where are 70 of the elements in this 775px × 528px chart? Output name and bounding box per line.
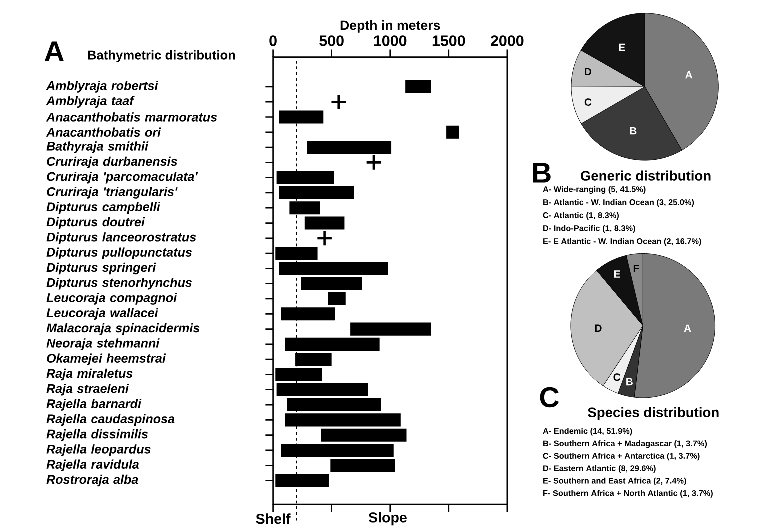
text: C <box>540 388 560 408</box>
slice-label: D <box>595 325 602 332</box>
bar <box>350 323 432 336</box>
slice-label: F <box>634 265 640 272</box>
y-tick-label: Anacanthobatis marmoratus <box>46 112 218 122</box>
slice-label: A <box>686 72 693 79</box>
y-tick-label: Rostroraja alba <box>46 475 138 487</box>
text: E- Southern and East Africa (2, 7.4%) <box>544 478 686 486</box>
text: D- Eastern Atlantic (8, 29.6%) <box>544 466 656 474</box>
x-tick-label: 1500 <box>432 36 466 47</box>
text: A- Endemic (14, 51.9%) <box>543 428 632 436</box>
text: Slope <box>368 512 407 526</box>
y-tick-label: Raja miraletus <box>46 369 133 381</box>
y-tick-label: Rajella leopardus <box>46 444 151 457</box>
y-tick-label: Raja straeleni <box>46 384 130 396</box>
bar <box>406 80 432 94</box>
text: D- Indo-Pacific (1, 8.3%) <box>544 226 636 234</box>
y-tick-label: Dipturus springeri <box>46 263 156 275</box>
y-tick-label: Dipturus lanceorostratus <box>46 232 196 245</box>
y-tick-label: Amblyraja taaf <box>46 96 135 108</box>
slice-label: C <box>584 98 592 106</box>
slice-label: B <box>630 128 637 135</box>
y-tick-label: Dipturus campbelli <box>46 202 161 214</box>
y-tick-label: Leucoraja compagnoi <box>46 293 178 306</box>
y-tick-label: Rajella ravidula <box>46 460 140 472</box>
bar <box>330 459 396 472</box>
text: B- Southern Africa + Madagascar (1, 3.7%) <box>544 440 708 448</box>
y-tick-label: Neoraja stehmanni <box>46 338 160 351</box>
slice-label: E <box>619 44 626 52</box>
y-tick-label: Cruriraja 'parcomaculata' <box>47 172 198 184</box>
bar <box>301 278 362 291</box>
x-tick-label: 500 <box>320 36 344 47</box>
text: C- Southern Africa + Antarctica (1, 3.7%) <box>543 453 700 461</box>
y-tick-label: Cruriraja durbanensis <box>47 157 178 169</box>
y-tick-label: Rajella barnardi <box>46 399 142 412</box>
text: A- Wide-ranging (5, 41.5%) <box>543 186 646 194</box>
y-tick-label: Dipturus stenorhynchus <box>46 278 192 290</box>
x-tick-label: 0 <box>270 36 277 47</box>
text: Shelf <box>256 514 291 524</box>
bar <box>321 429 407 442</box>
slice-label: D <box>585 68 592 76</box>
slice-label: C <box>614 374 621 382</box>
bar <box>328 292 346 306</box>
x-tick-label: 1000 <box>374 36 407 47</box>
x-axis-title: Depth in meters <box>340 20 440 34</box>
y-tick-label: Malacoraja spinacidermis <box>46 324 200 336</box>
slice-label: A <box>684 325 692 332</box>
text: Bathymetric distribution <box>88 50 236 63</box>
y-tick-label: Bathyraja smithii <box>46 142 149 154</box>
y-tick-label: Anacanthobatis ori <box>46 128 162 138</box>
y-tick-label: Dipturus pullopunctatus <box>46 248 192 260</box>
x-tick-label: 2000 <box>491 36 524 47</box>
slice-label: E <box>614 270 620 278</box>
y-tick-label: Amblyraja robertsi <box>46 81 158 94</box>
y-tick-label: Leucoraja wallacei <box>46 308 158 320</box>
text: B- Atlantic - W. Indian Ocean (3, 25.0%) <box>544 200 694 208</box>
text: Species distribution <box>588 408 719 420</box>
text: E- E Atlantic - W. Indian Ocean (2, 16.7%) <box>544 238 702 246</box>
text: F- Southern Africa + North Atlantic (1, 3.7%) <box>544 490 713 498</box>
bar <box>446 126 460 140</box>
y-tick-label: Rajella dissimilis <box>46 430 148 442</box>
text: B <box>533 163 551 184</box>
y-tick-label: Okamejei heemstrai <box>47 354 166 366</box>
slice-label: B <box>626 378 633 386</box>
y-tick-label: Rajella caudaspinosa <box>46 414 175 426</box>
y-tick-label: Dipturus doutrei <box>46 218 146 230</box>
y-tick-label: Cruriraja 'triangularis' <box>47 187 178 200</box>
text: Generic distribution <box>580 171 711 182</box>
text: A <box>44 42 64 62</box>
text: C- Atlantic (1, 8.3%) <box>543 212 619 220</box>
